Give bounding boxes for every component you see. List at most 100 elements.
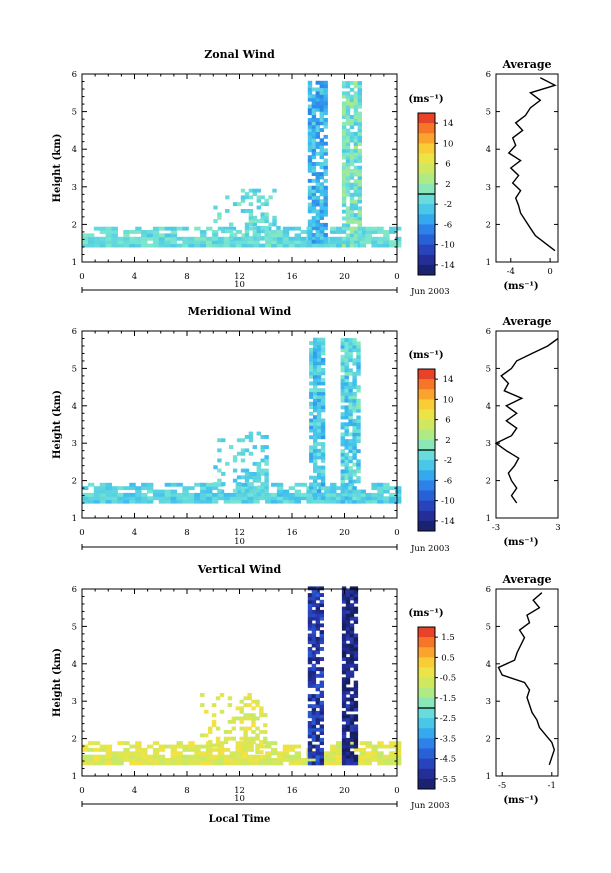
heatmap-cell bbox=[282, 243, 290, 248]
heatmap-cell bbox=[348, 412, 353, 417]
heatmap-cell bbox=[320, 442, 326, 446]
heatmap-cell bbox=[341, 175, 347, 180]
heatmap-cell bbox=[188, 754, 195, 759]
heatmap-cell bbox=[319, 111, 324, 116]
heatmap-cell bbox=[345, 94, 351, 99]
heatmap-cell bbox=[345, 707, 351, 712]
heatmap-cell bbox=[282, 751, 290, 756]
heatmap-cell bbox=[243, 713, 248, 718]
average-x-tick-label: 0 bbox=[547, 267, 552, 277]
heatmap-cell bbox=[255, 703, 260, 707]
heatmap-cell bbox=[312, 499, 319, 504]
heatmap-cell bbox=[313, 374, 318, 379]
heatmap-cell bbox=[188, 761, 195, 766]
heatmap-cell bbox=[377, 226, 384, 231]
heatmap-cell bbox=[307, 593, 313, 597]
date-label: Jun 2003 bbox=[410, 287, 450, 297]
heatmap-cell bbox=[345, 677, 351, 682]
heatmap-cell bbox=[352, 361, 357, 366]
heatmap-cell bbox=[294, 482, 301, 487]
heatmap-cell bbox=[252, 188, 257, 193]
heatmap-cell bbox=[345, 91, 351, 96]
heatmap-cell bbox=[356, 388, 361, 393]
heatmap-cell bbox=[315, 145, 320, 149]
heatmap-cell bbox=[352, 479, 357, 484]
heatmap-cell bbox=[395, 499, 402, 504]
heatmap-cell bbox=[349, 660, 355, 665]
heatmap-cell bbox=[223, 492, 231, 497]
heatmap-cell bbox=[340, 341, 345, 346]
heatmap-cell bbox=[345, 593, 351, 597]
heatmap-cell bbox=[341, 647, 347, 651]
heatmap-cell bbox=[243, 703, 248, 707]
heatmap-cell bbox=[357, 81, 362, 85]
heatmap-cell bbox=[253, 236, 260, 241]
heatmap-cell bbox=[345, 121, 351, 126]
heatmap-cell bbox=[247, 693, 252, 697]
heatmap-cell bbox=[313, 405, 318, 409]
heatmap-cell bbox=[211, 743, 217, 748]
heatmap-cell bbox=[324, 496, 331, 501]
heatmap-cell bbox=[344, 442, 349, 447]
heatmap-cell bbox=[323, 192, 328, 197]
heatmap-cell bbox=[383, 482, 390, 487]
heatmap-cell bbox=[252, 475, 257, 480]
heatmap-cell bbox=[315, 185, 320, 190]
heatmap-cell bbox=[229, 496, 237, 501]
heatmap-cell bbox=[319, 599, 324, 604]
heatmap-cell bbox=[307, 734, 313, 739]
heatmap-cell bbox=[357, 152, 362, 157]
heatmap-cell bbox=[311, 640, 317, 645]
heatmap-cell bbox=[307, 660, 313, 665]
heatmap-cell bbox=[311, 599, 317, 604]
heatmap-cell bbox=[255, 716, 260, 721]
heatmap-cell bbox=[319, 192, 324, 197]
heatmap-cell bbox=[345, 620, 351, 624]
heatmap-cell bbox=[344, 476, 349, 480]
heatmap-cell bbox=[232, 478, 238, 483]
heatmap-cell bbox=[319, 694, 324, 698]
heatmap-cell bbox=[315, 229, 320, 234]
heatmap-cell bbox=[164, 499, 172, 504]
heatmap-cell bbox=[311, 586, 317, 591]
heatmap-cell bbox=[276, 492, 284, 497]
heatmap-cell bbox=[349, 596, 355, 601]
heatmap-cell bbox=[141, 233, 148, 238]
heatmap-cell bbox=[93, 747, 101, 752]
heatmap-cell bbox=[352, 405, 357, 410]
heatmap-cell bbox=[349, 98, 355, 102]
heatmap-cell bbox=[307, 209, 313, 214]
heatmap-cell bbox=[253, 226, 260, 231]
heatmap-cell bbox=[344, 358, 349, 363]
heatmap-cell bbox=[353, 690, 359, 695]
colorbar-band bbox=[418, 738, 435, 749]
heatmap-cell bbox=[311, 653, 317, 658]
heatmap-cell bbox=[341, 131, 347, 136]
heatmap-cell bbox=[93, 741, 101, 746]
heatmap-cell bbox=[194, 751, 201, 756]
heatmap-cell bbox=[353, 159, 359, 163]
heatmap-cell bbox=[307, 107, 313, 112]
heatmap-cell bbox=[345, 236, 351, 241]
heatmap-cell bbox=[371, 496, 378, 501]
heatmap-cell bbox=[307, 596, 313, 601]
heatmap-cell bbox=[311, 697, 317, 702]
heatmap-cell bbox=[147, 754, 154, 759]
heatmap-cell bbox=[349, 737, 355, 742]
heatmap-cell bbox=[244, 478, 250, 483]
heatmap-cell bbox=[340, 375, 345, 379]
heatmap-cell bbox=[357, 209, 362, 214]
heatmap-cell bbox=[315, 222, 320, 227]
heatmap-cell bbox=[352, 408, 357, 413]
heatmap-cell bbox=[315, 97, 320, 102]
heatmap-cell bbox=[336, 486, 343, 491]
heatmap-cell bbox=[341, 240, 347, 245]
heatmap-cell bbox=[240, 468, 246, 473]
heatmap-cell bbox=[356, 418, 361, 423]
heatmap-cell bbox=[315, 151, 320, 156]
heatmap-cell bbox=[265, 761, 272, 766]
heatmap-cell bbox=[320, 492, 326, 497]
heatmap-cell bbox=[223, 761, 231, 766]
heatmap-cell bbox=[307, 586, 313, 591]
heatmap-cell bbox=[336, 243, 343, 248]
